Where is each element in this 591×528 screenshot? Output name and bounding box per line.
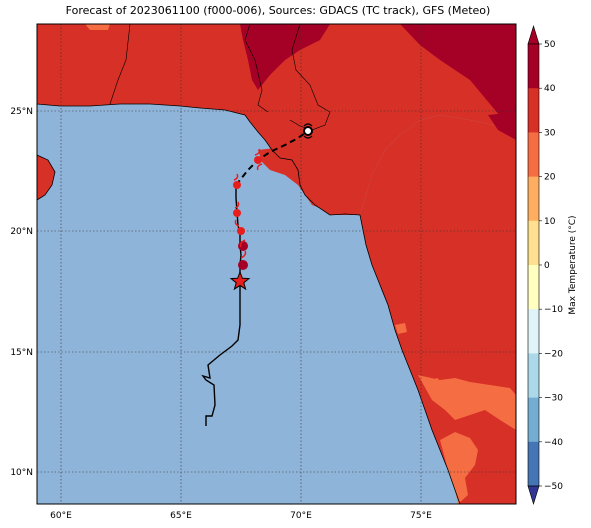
colorbar-segment bbox=[528, 265, 539, 310]
colorbar-extend-max bbox=[527, 24, 540, 45]
colorbar-tick-label: 30 bbox=[544, 128, 556, 138]
hot-zone-north bbox=[240, 24, 330, 90]
x-tick-75: 75°E bbox=[410, 511, 432, 521]
hot-zone-northeast bbox=[400, 24, 516, 135]
colorbar-tick-label: 40 bbox=[544, 84, 556, 94]
colorbar-tick-label: 50 bbox=[544, 40, 556, 50]
colorbar-segment bbox=[528, 132, 539, 178]
colorbar-segment bbox=[528, 88, 539, 133]
cool-zone-ghats-1 bbox=[418, 375, 516, 430]
coastline bbox=[37, 103, 461, 504]
colorbar-segment bbox=[528, 309, 539, 354]
colorbar-segment bbox=[528, 397, 539, 443]
colorbar-tick-label: −20 bbox=[544, 349, 563, 359]
cool-spot-north bbox=[85, 24, 110, 30]
hot-zone-ne-bump bbox=[488, 112, 516, 140]
y-axis-ticks: 25°N 20°N 15°N 10°N bbox=[10, 107, 33, 478]
colorbar-segment bbox=[528, 220, 539, 266]
colorbar-tick-label: −10 bbox=[544, 305, 563, 315]
cool-zone-ghats-2 bbox=[440, 432, 478, 504]
coastline-arabia bbox=[37, 154, 56, 201]
y-tick-25: 25°N bbox=[10, 107, 33, 117]
map-frame bbox=[36, 23, 517, 505]
colorbar-tick-label: −40 bbox=[544, 438, 563, 448]
grid-lines bbox=[37, 24, 516, 504]
land-gujarat bbox=[258, 148, 335, 210]
x-tick-70: 70°E bbox=[290, 511, 312, 521]
y-tick-10: 10°N bbox=[10, 468, 33, 478]
colorbar-tick-label: −30 bbox=[544, 394, 563, 404]
map-title: Forecast of 2023061100 (f000-006), Sourc… bbox=[65, 4, 491, 17]
map-area bbox=[37, 24, 516, 504]
colorbar-label: Max Temperature (°C) bbox=[568, 215, 578, 314]
colorbar-segment bbox=[528, 176, 539, 222]
colorbar-tick-label: 10 bbox=[544, 217, 556, 227]
cool-spot-ghats-2 bbox=[430, 378, 440, 388]
colorbar: 50 40 30 20 10 0 −10 −20 −30 −40 −50 bbox=[527, 24, 563, 506]
land-arabia bbox=[37, 155, 55, 200]
colorbar-tick-label: 0 bbox=[544, 261, 550, 271]
x-tick-65: 65°E bbox=[170, 511, 192, 521]
colorbar-tick-label: −50 bbox=[544, 482, 563, 492]
x-tick-60: 60°E bbox=[50, 511, 72, 521]
colorbar-segment bbox=[528, 44, 539, 89]
colorbar-segment bbox=[528, 353, 539, 399]
cool-spot-ghats bbox=[395, 323, 407, 334]
colorbar-tick-label: 20 bbox=[544, 173, 556, 183]
colorbar-segment bbox=[528, 441, 539, 487]
current-position-star bbox=[229, 270, 251, 291]
tc-markers bbox=[229, 123, 313, 291]
land-northwest bbox=[37, 24, 516, 215]
x-axis-ticks: 60°E 65°E 70°E 75°E bbox=[50, 511, 432, 521]
y-tick-20: 20°N bbox=[10, 227, 33, 237]
colorbar-extend-min bbox=[527, 485, 540, 506]
y-tick-15: 15°N bbox=[10, 348, 33, 358]
